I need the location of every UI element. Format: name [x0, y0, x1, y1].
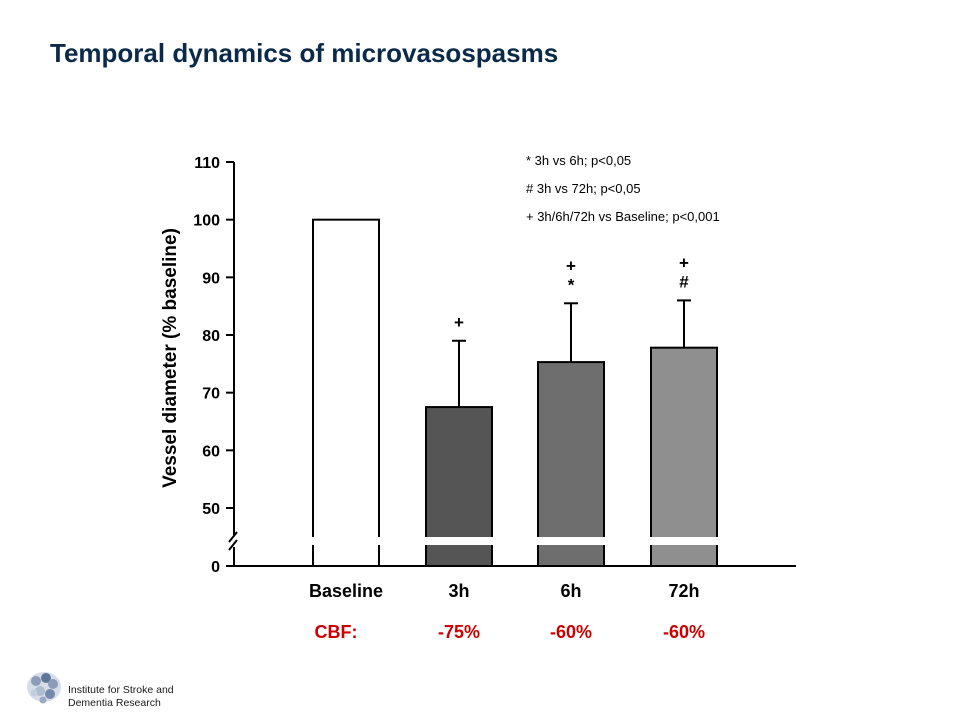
axis-break-mark [228, 531, 238, 543]
y-tick-label: 50 [202, 501, 220, 518]
cbf-label: CBF: [315, 622, 358, 642]
legend-note: # 3h vs 72h; p<0,05 [526, 181, 641, 196]
y-tick-label: 70 [202, 386, 220, 403]
y-tick-label: 110 [194, 155, 220, 172]
significance-mark: + [566, 256, 576, 275]
x-tick-label: Baseline [309, 581, 383, 601]
legend-note: * 3h vs 6h; p<0,05 [526, 153, 631, 168]
bar-break-gap [311, 537, 381, 545]
x-tick-label: 72h [668, 581, 699, 601]
slide-title: Temporal dynamics of microvasospasms [50, 38, 559, 68]
x-tick-label: 6h [560, 581, 581, 601]
significance-mark: + [454, 313, 464, 332]
bar-break-gap [649, 537, 719, 545]
axis-break-mark [228, 539, 238, 551]
cbf-value: -60% [550, 622, 592, 642]
bar-baseline [312, 218, 380, 568]
bar-break-gap [536, 537, 606, 545]
y-tick-label: 90 [202, 270, 220, 287]
significance-mark: * [568, 275, 575, 294]
bar-break-gap [424, 537, 494, 545]
significance-mark: + [679, 253, 689, 272]
y-tick-label: 0 [211, 559, 220, 576]
y-tick-label: 100 [193, 213, 220, 230]
y-axis-title: Vessel diameter (% baseline) [160, 228, 181, 488]
brain-icon [27, 672, 61, 704]
institute-name: Institute for Stroke and Dementia Resear… [68, 684, 174, 710]
x-tick-label: 3h [448, 581, 469, 601]
significance-mark: # [679, 272, 689, 291]
bar-6h [537, 361, 605, 567]
institute-line-1: Institute for Stroke and [68, 684, 174, 696]
bar-72h [650, 346, 718, 568]
cbf-value: -75% [438, 622, 480, 642]
legend-note: + 3h/6h/72h vs Baseline; p<0,001 [526, 209, 720, 224]
cbf-value: -60% [663, 622, 705, 642]
institute-line-2: Dementia Research [68, 697, 161, 709]
y-tick-label: 60 [202, 443, 220, 460]
y-tick-label: 80 [202, 328, 220, 345]
